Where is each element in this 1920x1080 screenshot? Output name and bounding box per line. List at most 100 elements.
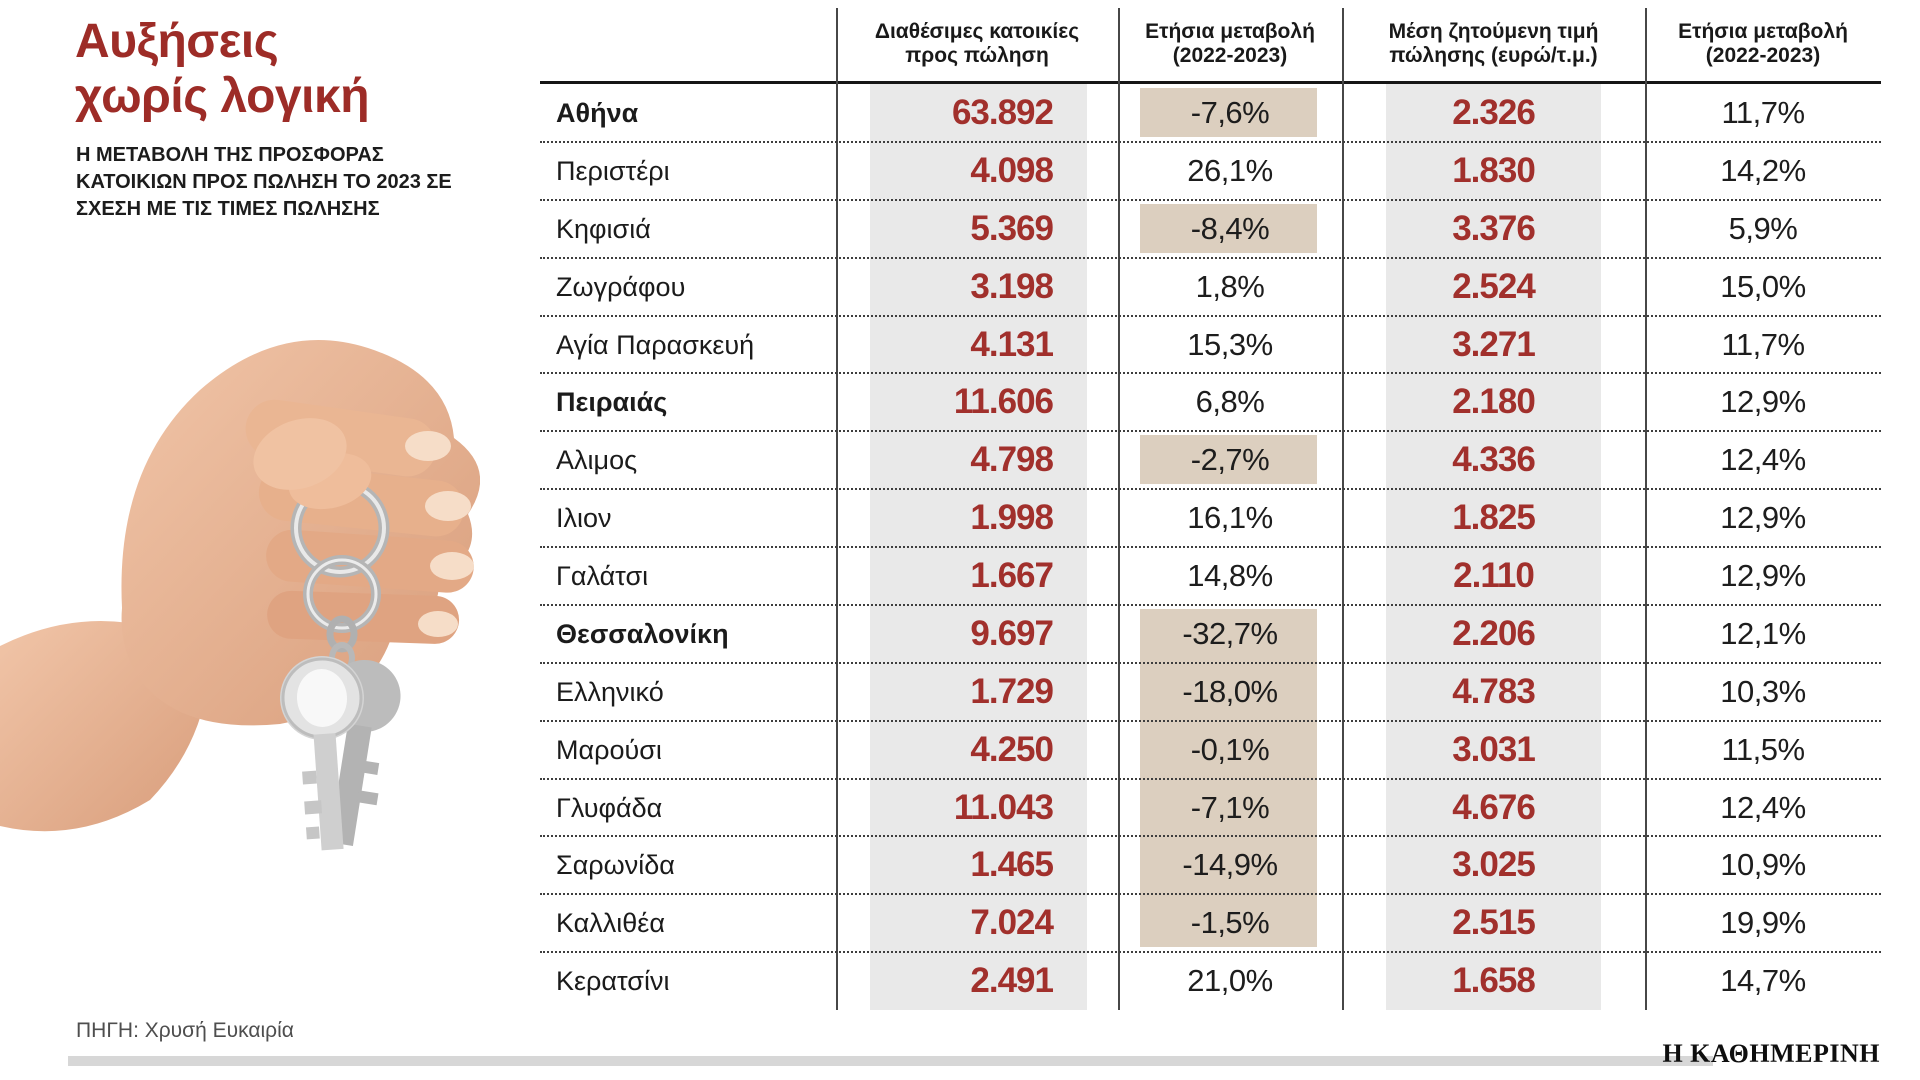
column-divider bbox=[836, 8, 838, 1010]
avg-price-value: 2.524 bbox=[1452, 266, 1536, 306]
column-header-supply-change: Ετήσια μεταβολή (2022-2023) bbox=[1145, 20, 1315, 67]
region-label: Γαλάτσι bbox=[556, 561, 649, 591]
available-count: 4.131 bbox=[970, 324, 1054, 364]
avg-price-value: 3.031 bbox=[1452, 729, 1536, 769]
publisher-logo: Η ΚΑΘΗΜΕΡΙΝΗ bbox=[1662, 1039, 1880, 1068]
table-body: Αθήνα 63.892 -7,6% 2.326 11,7% Περιστέρι 4.098… bbox=[540, 8, 1881, 1010]
table-row: Κηφισιά 5.369 -8,4% 3.376 5,9% bbox=[540, 200, 1881, 258]
row-divider bbox=[540, 777, 1881, 780]
grid-layer bbox=[540, 8, 1881, 1010]
available-count: 4.098 bbox=[970, 150, 1054, 190]
supply-change-value: 1,8% bbox=[1195, 268, 1265, 304]
avg-price-value: 1.830 bbox=[1452, 150, 1536, 190]
available-count: 11.606 bbox=[953, 382, 1054, 422]
price-change-value: 19,9% bbox=[1720, 905, 1806, 941]
region-label: Περιστέρι bbox=[556, 155, 670, 186]
region-label: Θεσσαλονίκη bbox=[556, 618, 729, 649]
column-header-available: Διαθέσιμες κατοικίες προς πώληση bbox=[874, 20, 1080, 67]
price-change-value: 12,9% bbox=[1720, 384, 1806, 420]
price-change-value: 11,7% bbox=[1721, 326, 1805, 362]
price-change-value: 5,9% bbox=[1728, 210, 1798, 246]
column-divider bbox=[1342, 8, 1344, 1010]
available-count: 1.465 bbox=[970, 845, 1054, 885]
region-label: Καλλιθέα bbox=[556, 908, 665, 939]
region-label: Κηφισιά bbox=[556, 213, 651, 244]
row-divider bbox=[540, 951, 1881, 954]
region-label: Αλιμος bbox=[556, 445, 638, 476]
price-change-value: 11,5% bbox=[1721, 731, 1805, 767]
avg-price-value: 2.326 bbox=[1452, 93, 1536, 132]
negative-change-highlight bbox=[1140, 203, 1317, 253]
negative-change-highlight bbox=[1140, 88, 1317, 137]
price-change-value: 12,4% bbox=[1720, 789, 1806, 825]
table-row: Σαρωνίδα 1.465 -14,9% 3.025 10,9% bbox=[540, 836, 1881, 894]
region-label: Μαρούσι bbox=[556, 734, 662, 765]
source-note: ΠΗΓΗ: Χρυσή Ευκαιρία bbox=[76, 1019, 294, 1042]
region-label: Πειραιάς bbox=[556, 387, 668, 418]
avg-price-value: 3.025 bbox=[1452, 845, 1536, 885]
page-title: Αυξήσεις χωρίς λογική bbox=[75, 14, 370, 124]
avg-price-value: 1.825 bbox=[1452, 498, 1536, 538]
supply-change-value: -32,7% bbox=[1182, 615, 1278, 651]
table-row: Ελληνικό 1.729 -18,0% 4.783 10,3% bbox=[540, 663, 1881, 721]
price-change-value: 14,7% bbox=[1720, 963, 1806, 999]
avg-price-value: 2.515 bbox=[1452, 903, 1536, 943]
row-divider bbox=[540, 893, 1881, 896]
region-label: Αθήνα bbox=[556, 98, 639, 128]
available-count: 5.369 bbox=[970, 208, 1054, 248]
region-label: Ελληνικό bbox=[556, 676, 664, 707]
table-row: Αλιμος 4.798 -2,7% 4.336 12,4% bbox=[540, 431, 1881, 489]
supply-change-value: -1,5% bbox=[1190, 905, 1270, 941]
row-divider bbox=[540, 430, 1881, 433]
supply-change-value: -18,0% bbox=[1182, 673, 1278, 709]
region-label: Γλυφάδα bbox=[556, 792, 663, 823]
region-label: Ιλιον bbox=[556, 503, 612, 534]
table-row: Κερατσίνι 2.491 21,0% 1.658 14,7% bbox=[540, 952, 1881, 1010]
table-row: Γλυφάδα 11.043 -7,1% 4.676 12,4% bbox=[540, 779, 1881, 837]
key-front bbox=[280, 656, 364, 851]
row-divider bbox=[540, 488, 1881, 491]
available-count: 2.491 bbox=[970, 961, 1054, 1001]
data-table: Διαθέσιμες κατοικίες προς πώληση Ετήσια … bbox=[540, 8, 1881, 1010]
price-change-value: 14,2% bbox=[1720, 152, 1806, 188]
supply-change-value: 16,1% bbox=[1187, 500, 1273, 536]
page-title-line2: χωρίς λογική bbox=[75, 70, 370, 123]
avg-price-value: 4.783 bbox=[1452, 671, 1536, 711]
table-row: Περιστέρι 4.098 26,1% 1.830 14,2% bbox=[540, 142, 1881, 200]
table-row: Ιλιον 1.998 16,1% 1.825 12,9% bbox=[540, 489, 1881, 547]
price-change-value: 11,7% bbox=[1721, 95, 1805, 130]
price-change-value: 12,1% bbox=[1720, 615, 1806, 651]
row-divider bbox=[540, 546, 1881, 548]
column-header-price: Μέση ζητούμενη τιμή πώλησης (ευρώ/τ.μ.) bbox=[1388, 20, 1599, 67]
supply-change-value: -8,4% bbox=[1190, 210, 1270, 246]
supply-change-value: 15,3% bbox=[1187, 326, 1273, 362]
price-change-value: 12,9% bbox=[1720, 558, 1806, 593]
price-change-value: 10,3% bbox=[1720, 673, 1806, 709]
available-count: 4.798 bbox=[970, 440, 1054, 480]
hand-with-keys-photo bbox=[0, 340, 480, 851]
region-label: Κερατσίνι bbox=[556, 966, 670, 997]
table-row: Αγία Παρασκευή 4.131 15,3% 3.271 11,7% bbox=[540, 316, 1881, 374]
row-divider bbox=[540, 661, 1881, 664]
page-title-line1: Αυξήσεις bbox=[75, 15, 279, 68]
available-count: 63.892 bbox=[951, 93, 1054, 132]
row-divider bbox=[540, 314, 1881, 317]
footer-divider bbox=[68, 1056, 1713, 1066]
avg-price-value: 2.180 bbox=[1452, 382, 1536, 422]
available-count: 7.024 bbox=[970, 903, 1054, 943]
row-divider bbox=[540, 835, 1881, 838]
subtitle: Η ΜΕΤΑΒΟΛΗ ΤΗΣ ΠΡΟΣΦΟΡΑΣ ΚΑΤΟΙΚΙΩΝ ΠΡΟΣ … bbox=[76, 144, 452, 220]
column-divider bbox=[1118, 8, 1120, 1010]
avg-price-value: 4.336 bbox=[1452, 440, 1536, 480]
region-label: Σαρωνίδα bbox=[556, 850, 675, 881]
row-divider bbox=[540, 603, 1881, 606]
available-count: 3.198 bbox=[970, 266, 1054, 306]
region-label: Ζωγράφου bbox=[556, 271, 686, 302]
avg-price-value: 3.376 bbox=[1452, 208, 1536, 248]
avg-price-value: 2.206 bbox=[1452, 613, 1536, 653]
row-divider bbox=[540, 198, 1881, 201]
negative-change-highlight bbox=[1140, 435, 1317, 485]
row-divider bbox=[540, 140, 1881, 143]
table-row: Πειραιάς 11.606 6,8% 2.180 12,9% bbox=[540, 373, 1881, 431]
